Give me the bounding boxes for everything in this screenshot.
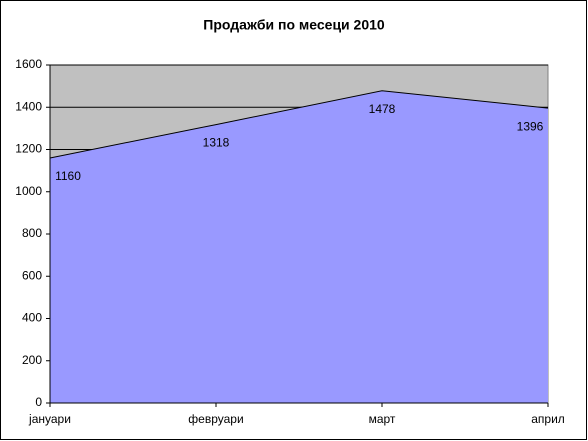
y-tick-label: 200 <box>22 353 42 367</box>
x-tick-label: април <box>531 412 565 426</box>
y-tick-label: 1200 <box>15 142 42 156</box>
y-tick-label: 1400 <box>15 99 42 113</box>
area-line <box>49 90 549 159</box>
area <box>50 90 548 404</box>
y-tick-label: 800 <box>22 226 42 240</box>
data-label: 1478 <box>369 102 396 116</box>
data-label: 1318 <box>203 136 230 150</box>
y-tick-label: 0 <box>35 395 42 409</box>
x-tick-label: март <box>369 412 396 426</box>
x-tick-label: јануари <box>28 412 71 426</box>
data-label: 1160 <box>55 169 81 183</box>
y-tick-label: 400 <box>22 311 42 325</box>
y-tick-label: 1600 <box>15 57 42 71</box>
chart-title: Продажби по месеци 2010 <box>203 17 385 33</box>
x-tick-label: февруари <box>188 412 243 426</box>
y-tick-label: 600 <box>22 268 42 282</box>
data-label: 1396 <box>517 119 544 133</box>
y-tick-label: 1000 <box>15 184 42 198</box>
